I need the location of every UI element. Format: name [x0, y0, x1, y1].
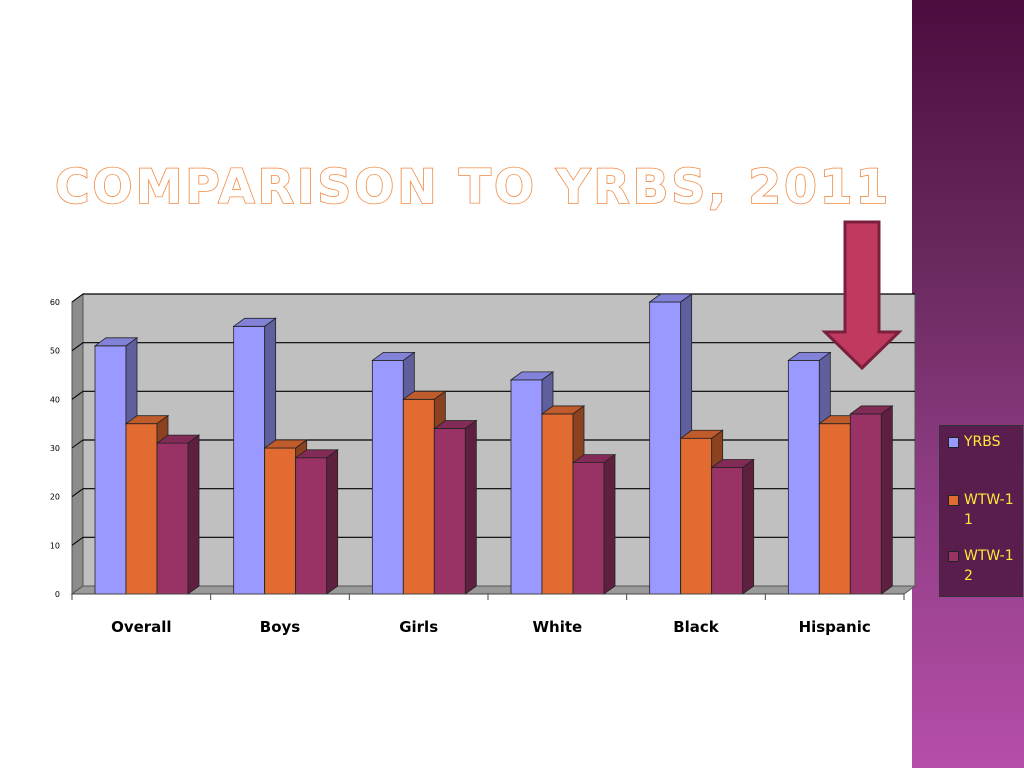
x-axis: Overall Boys Girls White Black Hispanic	[71, 593, 905, 636]
bar-wtw-12-white	[571, 453, 617, 595]
gridline-side	[71, 342, 84, 352]
bar-wtw-12-boys	[294, 448, 339, 595]
gridline-side	[71, 439, 84, 449]
gridline-side	[71, 293, 84, 303]
x-tick-label-boys: Boys	[260, 618, 301, 636]
legend-item-wtw-12: WTW-12	[948, 546, 1018, 586]
y-tick-label: 40	[50, 395, 60, 404]
bar-wtw-12-girls	[433, 419, 478, 595]
legend-label-wtw-12: WTW-12	[964, 548, 1014, 584]
x-tick-label-hispanic: Hispanic	[799, 618, 871, 636]
y-tick-label: 60	[50, 298, 60, 307]
legend-label-wtw-11: WTW-11	[964, 492, 1014, 528]
down-arrow-icon	[821, 220, 903, 371]
x-tick-label-overall: Overall	[111, 618, 172, 636]
legend-swatch-yrbs	[948, 437, 959, 448]
y-tick-label: 20	[50, 493, 60, 502]
gridline-side	[71, 488, 84, 498]
bar-wtw-12-black	[710, 458, 755, 595]
y-tick-label: 10	[50, 541, 60, 550]
legend-label-yrbs: YRBS	[964, 434, 1001, 450]
chart-gridlines	[71, 293, 915, 546]
gridline-side	[71, 390, 84, 400]
chart-legend: YRBS WTW-11 WTW-12	[939, 425, 1023, 597]
bar-yrbs-hispanic	[787, 351, 832, 595]
bar-wtw-12-hispanic	[849, 405, 894, 595]
y-tick-label: 30	[50, 444, 60, 453]
x-tick-label-girls: Girls	[399, 618, 438, 636]
y-tick-label: 0	[55, 590, 60, 599]
y-axis-ticks: 0 10 20 30 40 50 60	[50, 298, 60, 599]
legend-item-yrbs: YRBS	[948, 432, 1018, 452]
legend-item-wtw-11: WTW-11	[948, 490, 1018, 530]
x-tick-label-black: Black	[673, 618, 720, 636]
legend-swatch-wtw-11	[948, 495, 959, 506]
y-tick-label: 50	[50, 347, 60, 356]
gridline-side	[71, 536, 84, 546]
chart-bars	[93, 293, 894, 595]
legend-swatch-wtw-12	[948, 551, 959, 562]
bar-wtw-12-overall	[155, 434, 201, 595]
x-tick-label-white: White	[532, 618, 582, 636]
decorative-side-band	[912, 0, 1024, 768]
slide-title: Comparison to YRBS, 2011	[54, 159, 892, 216]
